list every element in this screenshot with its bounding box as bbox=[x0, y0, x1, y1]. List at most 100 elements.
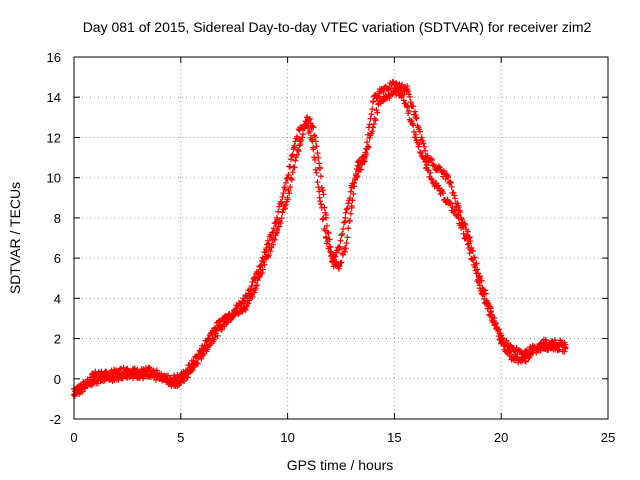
data-point-marker bbox=[181, 377, 188, 384]
data-point-marker bbox=[310, 146, 317, 153]
data-point-marker bbox=[340, 251, 347, 258]
data-point-marker bbox=[440, 190, 447, 197]
data-point-marker bbox=[297, 140, 304, 147]
data-point-marker bbox=[263, 246, 270, 253]
data-point-marker bbox=[278, 199, 285, 206]
data-point-marker bbox=[365, 144, 372, 151]
data-point-marker bbox=[448, 183, 455, 190]
data-point-marker bbox=[473, 260, 480, 267]
data-point-marker bbox=[278, 215, 285, 222]
data-point-marker bbox=[288, 152, 295, 159]
data-point-marker bbox=[194, 360, 201, 367]
data-point-marker bbox=[482, 290, 489, 297]
data-point-marker bbox=[332, 253, 339, 260]
data-point-marker bbox=[413, 115, 420, 122]
data-point-marker bbox=[421, 143, 428, 150]
data-point-marker bbox=[320, 191, 327, 198]
data-point-marker bbox=[325, 230, 332, 237]
data-point-marker bbox=[336, 243, 343, 250]
data-point-marker bbox=[369, 128, 376, 135]
y-tick-label: 12 bbox=[47, 130, 61, 145]
data-point-marker bbox=[291, 142, 298, 149]
data-point-marker bbox=[327, 244, 334, 251]
data-point-marker bbox=[339, 230, 346, 237]
data-point-marker bbox=[354, 173, 361, 180]
x-tick-label: 20 bbox=[494, 430, 508, 445]
y-tick-label: 4 bbox=[54, 291, 61, 306]
y-tick-label: 8 bbox=[54, 211, 61, 226]
data-point-marker bbox=[260, 258, 267, 265]
data-point-marker bbox=[276, 203, 283, 210]
data-point-marker bbox=[364, 139, 371, 146]
data-point-marker bbox=[323, 233, 330, 240]
data-point-marker bbox=[450, 189, 457, 196]
data-point-marker bbox=[341, 218, 348, 225]
data-point-marker bbox=[324, 229, 331, 236]
data-point-marker bbox=[446, 179, 453, 186]
data-point-marker bbox=[523, 347, 530, 354]
data-point-marker bbox=[424, 152, 431, 159]
data-point-marker bbox=[317, 173, 324, 180]
data-point-marker bbox=[374, 109, 381, 116]
data-point-marker bbox=[353, 174, 360, 181]
data-point-marker bbox=[258, 270, 265, 277]
data-point-marker bbox=[335, 265, 342, 272]
y-tick-label: -2 bbox=[49, 412, 61, 427]
data-point-marker bbox=[464, 241, 471, 248]
data-point-marker bbox=[317, 198, 324, 205]
data-point-marker bbox=[270, 225, 277, 232]
data-point-marker bbox=[311, 134, 318, 141]
data-point-marker bbox=[317, 165, 324, 172]
data-point-marker bbox=[321, 204, 328, 211]
data-point-marker bbox=[312, 138, 319, 145]
data-point-marker bbox=[164, 372, 171, 379]
data-point-marker bbox=[522, 358, 529, 365]
data-point-marker bbox=[542, 337, 549, 344]
data-point-marker bbox=[153, 367, 160, 374]
data-point-marker bbox=[331, 253, 338, 260]
data-point-marker bbox=[282, 205, 289, 212]
data-point-marker bbox=[282, 201, 289, 208]
data-point-marker bbox=[427, 169, 434, 176]
data-point-marker bbox=[417, 149, 424, 156]
data-point-marker bbox=[371, 115, 378, 122]
data-point-marker bbox=[372, 117, 379, 124]
data-point-marker bbox=[245, 300, 252, 307]
data-point-marker bbox=[312, 166, 319, 173]
data-point-marker bbox=[404, 83, 411, 90]
data-point-marker bbox=[274, 227, 281, 234]
data-point-marker bbox=[434, 182, 441, 189]
data-point-marker bbox=[176, 379, 183, 386]
data-point-marker bbox=[476, 273, 483, 280]
data-point-marker bbox=[455, 212, 462, 219]
data-point-marker bbox=[265, 240, 272, 247]
y-tick-label: 0 bbox=[54, 372, 61, 387]
data-point-marker bbox=[458, 216, 465, 223]
data-point-marker bbox=[351, 183, 358, 190]
data-point-marker bbox=[299, 134, 306, 141]
data-point-marker bbox=[460, 230, 467, 237]
data-point-marker bbox=[275, 208, 282, 215]
data-point-marker bbox=[475, 274, 482, 281]
data-point-marker bbox=[428, 155, 435, 162]
data-point-marker bbox=[406, 93, 413, 100]
data-point-marker bbox=[280, 190, 287, 197]
data-point-marker bbox=[257, 263, 264, 270]
data-point-marker bbox=[364, 143, 371, 150]
data-point-marker bbox=[333, 258, 340, 265]
data-point-marker bbox=[370, 124, 377, 131]
data-point-marker bbox=[420, 140, 427, 147]
data-point-marker bbox=[79, 388, 86, 395]
data-point-marker bbox=[470, 247, 477, 254]
data-point-marker bbox=[290, 146, 297, 153]
data-point-marker bbox=[499, 334, 506, 341]
data-point-marker bbox=[270, 235, 277, 242]
data-point-marker bbox=[256, 273, 263, 280]
data-point-marker bbox=[94, 380, 101, 387]
data-point-marker bbox=[218, 326, 225, 333]
x-tick-label: 10 bbox=[280, 430, 294, 445]
data-point-marker bbox=[287, 184, 294, 191]
data-point-marker bbox=[313, 169, 320, 176]
data-point-marker bbox=[493, 320, 500, 327]
